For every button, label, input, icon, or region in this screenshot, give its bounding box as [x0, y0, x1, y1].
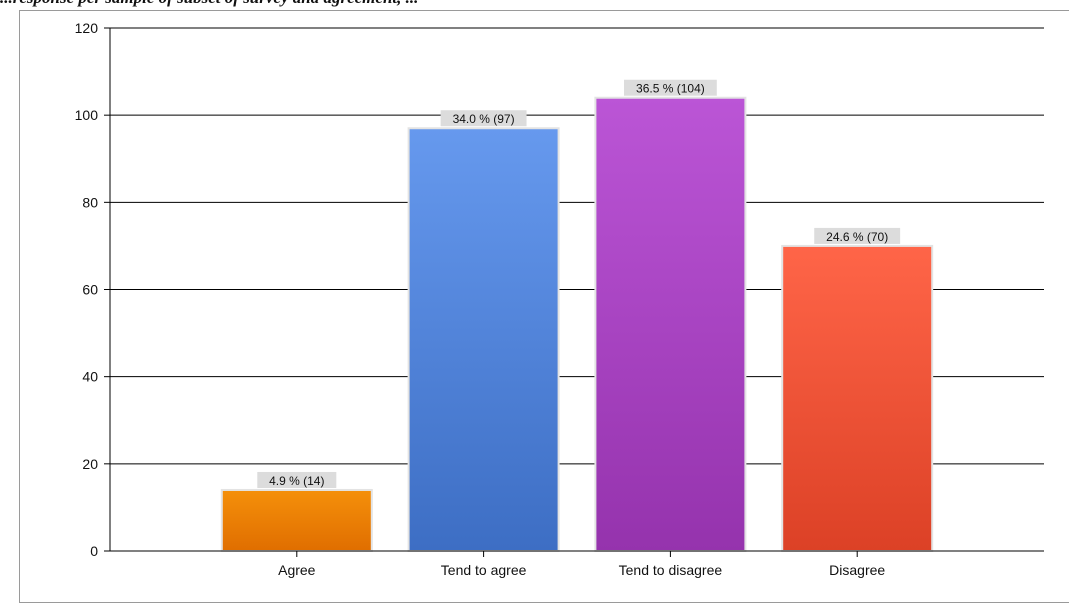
y-tick-label: 80: [82, 194, 98, 210]
bar-tend-to-agree: [407, 127, 560, 552]
data-label-text: 24.6 % (70): [826, 230, 888, 244]
data-label: 24.6 % (70): [814, 227, 901, 244]
data-label-background: [814, 227, 901, 244]
y-tick-label: 60: [82, 282, 98, 298]
data-label-text: 34.0 % (97): [453, 112, 515, 126]
data-label-background: [257, 471, 337, 488]
x-tick-label: Agree: [278, 562, 316, 578]
x-tick-label: Tend to agree: [441, 562, 527, 578]
bar-disagree: [781, 244, 934, 553]
data-labels: 4.9 % (14) 34.0 % (97) 36.5 % (104) 24.6 % …: [257, 79, 901, 488]
y-tick-label: 40: [82, 369, 98, 385]
data-label-background: [624, 79, 717, 96]
data-label: 4.9 % (14): [257, 471, 337, 488]
data-label-background: [440, 110, 527, 127]
figure-caption: ...response per sample of subset of surv…: [0, 0, 1073, 8]
y-tick-label: 120: [75, 20, 99, 36]
x-tick-label: Tend to disagree: [619, 562, 723, 578]
y-tick-label: 0: [90, 543, 98, 559]
bars: [220, 96, 934, 553]
axes: 0 20 40 60 80 100 120 Agree Tend to agree Tend to…: [75, 20, 1044, 578]
data-label-text: 4.9 % (14): [269, 474, 324, 488]
y-tick-label: 100: [75, 107, 99, 123]
y-tick-label: 20: [82, 456, 98, 472]
chart-frame: [19, 10, 1069, 603]
data-label: 34.0 % (97): [440, 110, 527, 127]
data-label-text: 36.5 % (104): [636, 82, 705, 96]
data-label: 36.5 % (104): [624, 79, 717, 96]
bar-tend-to-disagree: [594, 96, 747, 552]
x-tick-label: Disagree: [829, 562, 885, 578]
bar-agree: [220, 488, 373, 553]
